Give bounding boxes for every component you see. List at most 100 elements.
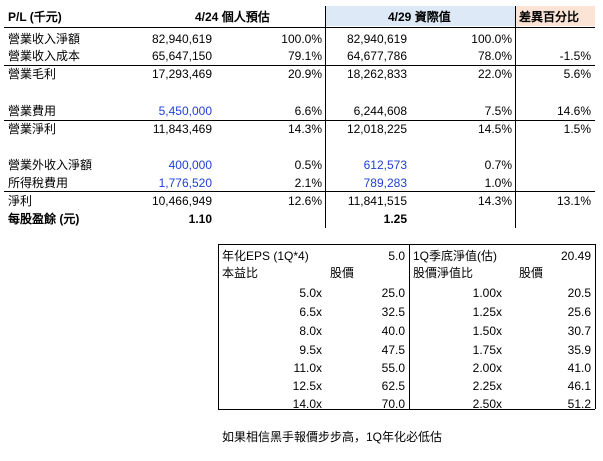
actual-value: 64,677,786 — [346, 49, 407, 63]
pb-ratio: 1.25x — [472, 305, 502, 319]
diff-pct — [520, 157, 591, 173]
actual-value: 11,841,515 — [347, 194, 407, 208]
diff-pct: 1.5% — [563, 122, 591, 136]
pb-price: 25.6 — [567, 305, 591, 319]
rule-above-net-income — [4, 191, 595, 192]
actual-pct: 7.5% — [484, 104, 512, 118]
row-label: 營業收入成本 — [8, 49, 81, 63]
val-right-title-value: 20.49 — [560, 249, 591, 263]
pe-ratio: 12.5x — [292, 379, 322, 393]
pe-price: 70.0 — [381, 397, 405, 411]
main-table-divider-left — [325, 6, 326, 228]
pe-ratio: 11.0x — [293, 361, 322, 375]
val-left-title: 年化EPS (1Q*4) — [222, 249, 309, 263]
pe-price: 47.5 — [381, 343, 405, 357]
forecast-value: 11,843,469 — [152, 122, 212, 136]
pe-ratio: 8.0x — [299, 324, 322, 338]
pb-price: 30.7 — [567, 324, 591, 338]
actual-pct: 22.0% — [477, 67, 512, 81]
forecast-value: 1.10 — [188, 212, 212, 226]
forecast-value: 82,940,619 — [151, 32, 212, 46]
row-label: 營業收入淨額 — [8, 32, 81, 46]
actual-pct: 1.0% — [484, 176, 512, 190]
pb-ratio: 2.00x — [472, 361, 502, 375]
val-right-title: 1Q季底淨值(估) — [413, 249, 498, 263]
val-border-left — [218, 244, 219, 409]
actual-pct: 78.0% — [477, 49, 512, 63]
val-left-col2: 股價 — [330, 266, 355, 280]
actual-value: 82,940,619 — [346, 32, 407, 46]
diff-pct — [520, 31, 591, 47]
diff-header-bg — [515, 6, 595, 26]
actual-header-bg — [325, 6, 515, 26]
val-left-col1: 本益比 — [222, 266, 259, 280]
diff-pct — [520, 211, 591, 227]
actual-value: 612,573 — [363, 158, 407, 172]
val-border-top — [218, 244, 595, 245]
forecast-pct: 20.9% — [287, 67, 322, 81]
main-table-divider-right — [515, 6, 516, 228]
pe-price: 40.0 — [381, 324, 405, 338]
diff-pct — [520, 175, 591, 191]
pb-price: 51.2 — [567, 397, 591, 411]
footnote: 如果相信黑手報價步步高，1Q年化必低估 — [222, 430, 443, 444]
pe-price: 32.5 — [381, 305, 405, 319]
diff-pct: 13.1% — [556, 194, 591, 208]
pb-price: 46.1 — [567, 379, 591, 393]
actual-pct: 14.3% — [477, 194, 512, 208]
row-label: 每股盈餘 (元) — [8, 212, 80, 226]
actual-value: 789,283 — [363, 176, 407, 190]
pb-ratio: 2.50x — [472, 397, 502, 411]
actual-value: 1.25 — [383, 212, 407, 226]
pe-ratio: 9.5x — [299, 343, 322, 357]
actual-value: 18,262,833 — [346, 67, 407, 81]
pb-price: 41.0 — [567, 361, 591, 375]
pe-price: 25.0 — [381, 286, 405, 300]
pe-ratio: 5.0x — [299, 286, 322, 300]
actual-pct: 100.0% — [471, 32, 512, 46]
val-left-title-value: 5.0 — [388, 249, 405, 263]
actual-value: 6,244,608 — [353, 104, 407, 118]
pe-ratio: 14.0x — [292, 397, 322, 411]
pe-ratio: 6.5x — [299, 305, 322, 319]
pb-price: 35.9 — [567, 343, 591, 357]
val-right-col1: 股價淨值比 — [413, 266, 474, 280]
forecast-pct — [262, 211, 322, 227]
row-label: 營業外收入淨額 — [8, 158, 93, 172]
row-label: 營業費用 — [8, 104, 57, 118]
actual-pct — [450, 211, 512, 227]
forecast-pct: 12.6% — [287, 194, 322, 208]
val-border-right — [595, 244, 596, 409]
val-border-bottom — [218, 409, 595, 410]
forecast-pct: 6.6% — [294, 104, 322, 118]
actual-value: 12,018,225 — [346, 122, 407, 136]
header-col-forecast: 4/24 個人預估 — [195, 10, 270, 24]
forecast-value: 17,293,469 — [151, 67, 212, 81]
val-right-col2: 股價 — [519, 266, 544, 280]
row-label: 營業淨利 — [8, 122, 57, 136]
val-border-mid — [409, 244, 410, 409]
header-col-diff: 差異百分比 — [519, 10, 580, 24]
actual-pct: 0.7% — [484, 158, 512, 172]
header-col-label: P/L (千元) — [8, 10, 62, 24]
row-label: 所得稅費用 — [8, 176, 69, 190]
diff-pct: -1.5% — [559, 49, 591, 63]
forecast-value: 5,450,000 — [158, 104, 212, 118]
rule-above-operating-income — [4, 120, 595, 121]
pb-ratio: 1.75x — [472, 343, 502, 357]
forecast-pct: 0.5% — [294, 158, 322, 172]
pb-ratio: 2.25x — [472, 379, 502, 393]
forecast-pct: 100.0% — [281, 32, 322, 46]
pb-ratio: 1.00x — [472, 286, 502, 300]
forecast-value: 1,776,520 — [158, 176, 212, 190]
forecast-value: 10,466,949 — [151, 194, 212, 208]
diff-pct: 5.6% — [563, 67, 591, 81]
forecast-pct: 79.1% — [287, 49, 322, 63]
forecast-pct: 2.1% — [294, 176, 322, 190]
row-label: 淨利 — [8, 194, 33, 208]
row-label: 營業毛利 — [8, 67, 57, 81]
pb-price: 20.5 — [567, 286, 591, 300]
rule-above-gross-profit — [4, 65, 595, 66]
forecast-pct: 14.3% — [287, 122, 322, 136]
forecast-value: 400,000 — [168, 158, 212, 172]
